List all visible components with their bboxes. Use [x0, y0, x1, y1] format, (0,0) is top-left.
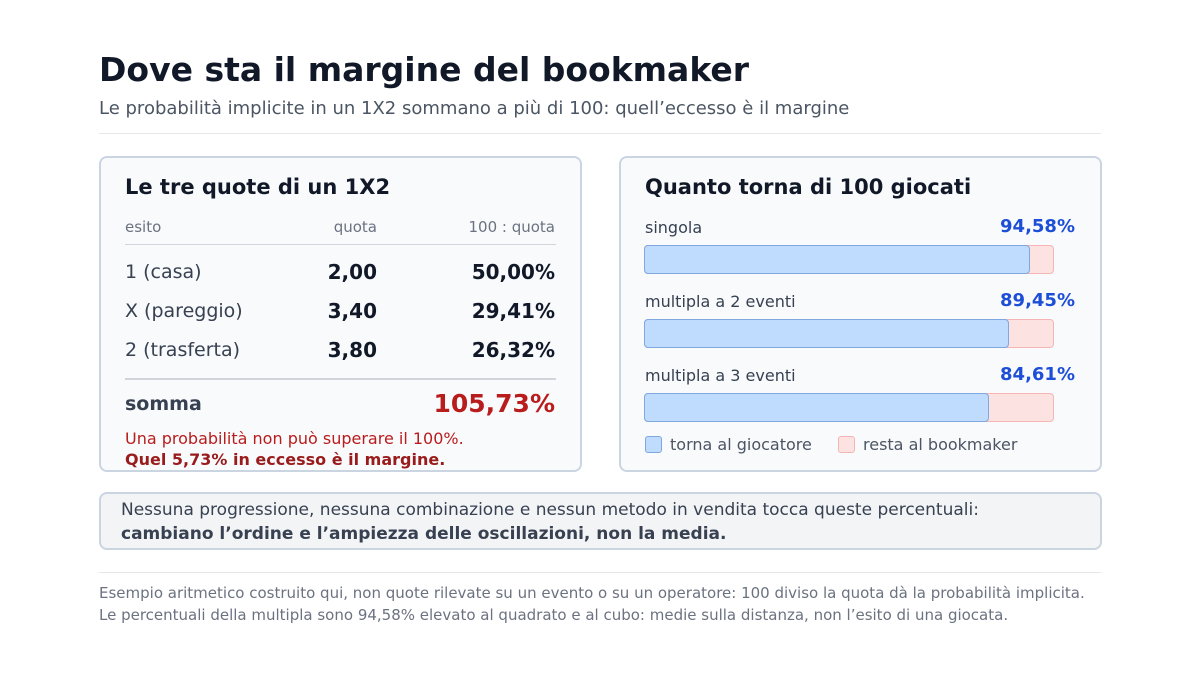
row-label: 1 (casa) — [125, 261, 202, 283]
odds-card — [99, 156, 582, 472]
legend-swatch — [645, 436, 662, 453]
legend-label: resta al bookmaker — [863, 435, 1018, 454]
footnote: Le percentuali della multipla sono 94,58… — [99, 606, 1009, 624]
bar-track — [644, 245, 1054, 274]
column-header: esito — [125, 218, 162, 236]
footnote: Esempio aritmetico costruito qui, non qu… — [99, 584, 1085, 602]
legend-swatch — [838, 436, 855, 453]
note: Quel 5,73% in eccesso è il margine. — [125, 450, 446, 469]
sum-value: 105,73% — [433, 389, 555, 418]
row-odds: 2,00 — [327, 260, 377, 284]
value-label: 89,45% — [1000, 290, 1075, 311]
bar-label: multipla a 2 eventi — [645, 292, 796, 311]
value-label: 84,61% — [1000, 364, 1075, 385]
callout-emphasis: cambiano l’ordine e l’ampiezza delle osc… — [121, 524, 727, 544]
bar-track — [644, 393, 1054, 422]
column-header: quota — [333, 218, 377, 236]
note: Una probabilità non può superare il 100%… — [125, 429, 464, 448]
subtitle: Le probabilità implicite in un 1X2 somma… — [99, 98, 850, 119]
row-prob: 26,32% — [471, 338, 555, 362]
sum-label: somma — [125, 393, 202, 415]
bar-label: singola — [645, 218, 703, 237]
bar-label: multipla a 3 eventi — [645, 366, 796, 385]
callout — [99, 492, 1102, 550]
row-label: 2 (trasferta) — [125, 339, 241, 361]
bar — [644, 319, 1009, 348]
divider — [99, 572, 1101, 573]
value-label: 94,58% — [1000, 216, 1075, 237]
column-header: 100 : quota — [468, 218, 556, 236]
legend-label: torna al giocatore — [670, 435, 812, 454]
title: Dove sta il margine del bookmaker — [99, 50, 750, 89]
returns-card — [619, 156, 1102, 472]
callout-text: Nessuna progressione, nessuna combinazio… — [121, 500, 979, 520]
divider — [125, 244, 556, 245]
divider — [99, 133, 1101, 134]
row-odds: 3,80 — [327, 338, 377, 362]
bar — [644, 245, 1030, 274]
row-label: X (pareggio) — [125, 300, 243, 322]
bar — [644, 393, 990, 422]
divider — [125, 378, 556, 380]
bar-track — [644, 319, 1054, 348]
row-prob: 50,00% — [471, 260, 555, 284]
card-title: Le tre quote di un 1X2 — [125, 175, 391, 199]
row-prob: 29,41% — [471, 299, 555, 323]
card-title: Quanto torna di 100 giocati — [645, 175, 972, 199]
row-odds: 3,40 — [327, 299, 377, 323]
